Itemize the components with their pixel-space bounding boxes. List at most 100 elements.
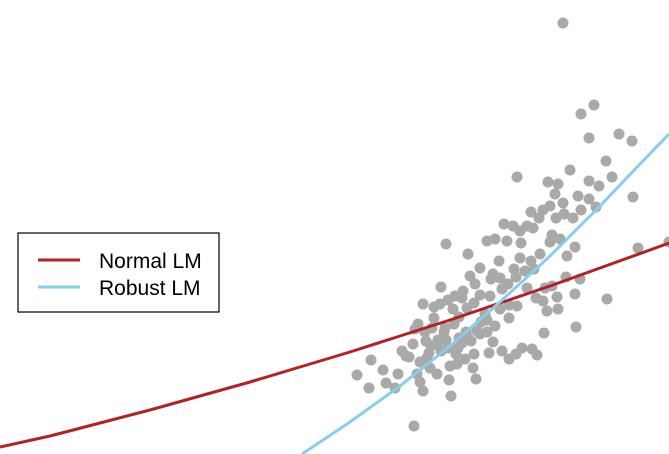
data-point-137 xyxy=(516,342,528,354)
data-point-58 xyxy=(537,295,549,307)
data-point-13 xyxy=(552,178,564,190)
data-point-139 xyxy=(531,349,543,361)
data-point-64 xyxy=(525,255,537,267)
data-point-11 xyxy=(583,175,595,187)
data-point-81 xyxy=(407,338,419,350)
data-point-2 xyxy=(575,108,587,120)
data-point-55 xyxy=(521,282,533,294)
data-point-42 xyxy=(440,238,452,250)
data-point-157 xyxy=(470,373,482,385)
data-point-20 xyxy=(558,208,570,220)
data-point-133 xyxy=(483,347,495,359)
data-point-40 xyxy=(569,241,581,253)
scatter-points xyxy=(351,17,669,432)
data-point-41 xyxy=(561,250,573,262)
data-point-45 xyxy=(493,255,505,267)
data-point-71 xyxy=(484,290,496,302)
data-point-24 xyxy=(583,193,595,205)
data-point-128 xyxy=(456,337,468,349)
data-point-155 xyxy=(408,420,420,432)
data-point-125 xyxy=(363,382,375,394)
data-point-48 xyxy=(464,270,476,282)
data-point-131 xyxy=(481,326,493,338)
data-point-156 xyxy=(445,390,457,402)
data-point-141 xyxy=(541,305,553,317)
data-point-145 xyxy=(632,242,644,254)
data-point-3 xyxy=(583,132,595,144)
data-point-4 xyxy=(613,128,625,140)
data-point-143 xyxy=(570,321,582,333)
data-point-126 xyxy=(450,348,462,360)
data-point-67 xyxy=(508,263,520,275)
data-point-26 xyxy=(525,206,537,218)
data-point-118 xyxy=(420,335,432,347)
data-point-50 xyxy=(494,272,506,284)
data-point-123 xyxy=(377,364,389,376)
data-point-23 xyxy=(590,201,602,213)
data-point-62 xyxy=(569,288,581,300)
data-point-144 xyxy=(601,293,613,305)
data-point-49 xyxy=(485,273,497,285)
data-point-21 xyxy=(567,212,579,224)
normal-lm-line xyxy=(0,241,669,449)
data-point-102 xyxy=(392,368,404,380)
data-point-7 xyxy=(542,176,554,188)
data-point-105 xyxy=(417,385,429,397)
data-point-87 xyxy=(468,297,480,309)
data-point-153 xyxy=(417,298,429,310)
data-point-72 xyxy=(474,289,486,301)
data-point-77 xyxy=(428,301,440,313)
data-point-115 xyxy=(440,334,452,346)
data-point-108 xyxy=(443,374,455,386)
legend: Normal LM Robust LM xyxy=(17,232,220,313)
data-point-158 xyxy=(467,362,479,374)
data-point-44 xyxy=(474,262,486,274)
regression-lines xyxy=(0,132,669,454)
data-point-129 xyxy=(465,335,477,347)
legend-label-normal-lm: Normal LM xyxy=(99,250,202,273)
data-point-124 xyxy=(351,369,363,381)
legend-label-robust-lm: Robust LM xyxy=(99,277,201,300)
data-point-149 xyxy=(447,303,459,315)
data-point-8 xyxy=(564,164,576,176)
data-point-16 xyxy=(557,197,569,209)
data-point-53 xyxy=(519,265,531,277)
data-point-151 xyxy=(435,281,447,293)
data-point-70 xyxy=(496,283,508,295)
data-point-36 xyxy=(515,237,527,249)
data-point-65 xyxy=(534,248,546,260)
data-point-34 xyxy=(481,235,493,247)
data-point-9 xyxy=(600,155,612,167)
data-point-140 xyxy=(538,327,550,339)
data-point-130 xyxy=(471,325,483,337)
data-point-142 xyxy=(552,303,564,315)
data-point-6 xyxy=(511,171,523,183)
legend-box xyxy=(17,232,220,313)
data-point-122 xyxy=(365,354,377,366)
data-point-14 xyxy=(549,188,561,200)
data-point-0 xyxy=(557,17,569,29)
data-point-47 xyxy=(469,278,481,290)
data-point-31 xyxy=(507,220,519,232)
data-point-127 xyxy=(444,360,456,372)
data-point-66 xyxy=(514,252,526,264)
data-point-111 xyxy=(459,353,471,365)
data-point-25 xyxy=(627,191,639,203)
data-point-32 xyxy=(498,218,510,230)
data-point-1 xyxy=(588,99,600,111)
data-point-152 xyxy=(428,312,440,324)
data-point-15 xyxy=(572,190,584,202)
data-point-103 xyxy=(380,377,392,389)
data-point-134 xyxy=(496,345,508,357)
data-point-10 xyxy=(606,171,618,183)
data-point-132 xyxy=(487,336,499,348)
data-point-63 xyxy=(551,291,563,303)
data-point-39 xyxy=(544,236,556,248)
data-point-68 xyxy=(511,300,523,312)
data-point-27 xyxy=(533,212,545,224)
data-point-91 xyxy=(489,320,501,332)
robust-lm-line xyxy=(301,132,669,454)
data-point-121 xyxy=(396,345,408,357)
data-point-22 xyxy=(575,204,587,216)
